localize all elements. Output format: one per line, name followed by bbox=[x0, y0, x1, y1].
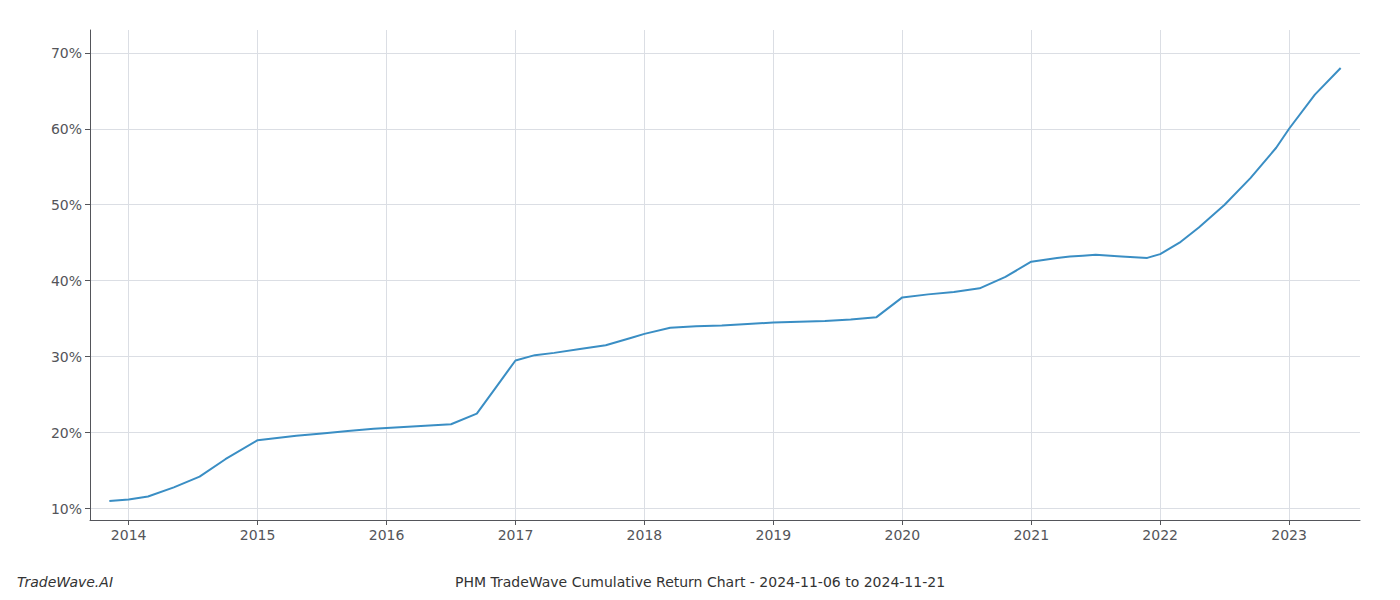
svg-text:50%: 50% bbox=[51, 197, 82, 213]
svg-text:2014: 2014 bbox=[111, 527, 147, 543]
svg-text:2016: 2016 bbox=[369, 527, 405, 543]
svg-text:40%: 40% bbox=[51, 273, 82, 289]
svg-text:2015: 2015 bbox=[240, 527, 276, 543]
svg-text:70%: 70% bbox=[51, 45, 82, 61]
svg-text:2021: 2021 bbox=[1013, 527, 1049, 543]
svg-text:2022: 2022 bbox=[1142, 527, 1178, 543]
svg-text:60%: 60% bbox=[51, 121, 82, 137]
svg-text:TradeWave.AI: TradeWave.AI bbox=[17, 574, 113, 590]
svg-text:30%: 30% bbox=[51, 349, 82, 365]
svg-text:2023: 2023 bbox=[1271, 527, 1307, 543]
svg-text:20%: 20% bbox=[51, 425, 82, 441]
svg-text:2017: 2017 bbox=[498, 527, 534, 543]
svg-text:2019: 2019 bbox=[756, 527, 792, 543]
svg-text:2018: 2018 bbox=[627, 527, 663, 543]
svg-text:10%: 10% bbox=[51, 501, 82, 517]
svg-text:2020: 2020 bbox=[884, 527, 920, 543]
svg-text:PHM TradeWave Cumulative Retur: PHM TradeWave Cumulative Return Chart - … bbox=[455, 574, 945, 590]
